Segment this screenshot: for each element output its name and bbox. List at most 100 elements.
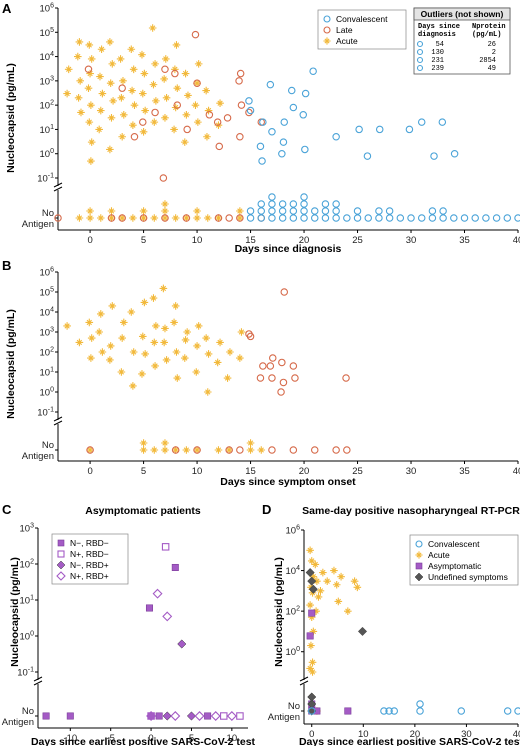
data-point: [118, 84, 126, 92]
data-point: [417, 118, 426, 126]
x-tick-label: 10: [192, 235, 203, 246]
data-point: [117, 94, 126, 102]
data-point: [76, 77, 84, 85]
legend-box: [409, 534, 519, 586]
no-antigen-point: [75, 214, 84, 222]
no-antigen-point: [353, 207, 362, 215]
no-antigen-point: [246, 439, 255, 447]
panel-letter: A: [2, 1, 12, 16]
data-point: [307, 576, 317, 586]
data-point: [87, 101, 95, 109]
no-antigen-point: [439, 214, 447, 222]
no-antigen-point: [289, 214, 298, 222]
no-antigen-point: [161, 214, 169, 222]
panel-letter: B: [2, 258, 11, 273]
y-tick-label: 101: [40, 367, 55, 379]
no-antigen-label: Antigen: [22, 219, 54, 230]
no-antigen-point: [220, 712, 228, 720]
x-tick-label: 40: [513, 729, 520, 740]
no-antigen-point: [214, 214, 223, 222]
legend-label: N−, RBD+: [70, 560, 109, 570]
no-antigen-point: [182, 214, 191, 222]
no-antigen-point: [236, 214, 244, 222]
data-point: [87, 138, 96, 146]
no-antigen-point: [268, 200, 276, 208]
data-point: [181, 69, 190, 78]
data-point: [314, 593, 323, 601]
no-antigen-point: [139, 439, 148, 447]
data-point: [237, 101, 246, 109]
legend-box: [317, 9, 407, 50]
no-antigen-point: [171, 446, 180, 454]
y-tick-label: 103: [20, 523, 35, 535]
outliers-header: [413, 7, 511, 21]
data-point: [193, 79, 201, 88]
data-point: [277, 388, 285, 396]
data-point: [87, 157, 95, 165]
data-point: [245, 108, 253, 117]
outliers-col-header: Nprotein: [472, 23, 506, 31]
x-tick-label: 5: [189, 733, 194, 744]
outliers-day: 130: [431, 49, 444, 57]
y-tick-label: 106: [286, 525, 301, 537]
data-point: [183, 125, 191, 134]
no-antigen-point: [171, 446, 180, 454]
no-antigen-point: [118, 214, 126, 222]
data-point: [309, 67, 317, 75]
no-antigen-point: [147, 712, 155, 720]
data-point: [98, 89, 107, 98]
outliers-title: Outliers (not shown): [421, 9, 504, 19]
no-antigen-point: [268, 214, 276, 222]
axis-break: [53, 416, 63, 422]
data-point: [342, 374, 350, 382]
x-tick-label: 20: [410, 729, 421, 740]
data-point: [309, 627, 318, 636]
data-point: [160, 338, 168, 347]
y-tick-label: 100: [40, 387, 55, 399]
legend-marker: [323, 37, 331, 45]
x-tick-label: 10: [227, 733, 238, 744]
no-antigen-point: [343, 214, 351, 222]
data-point: [245, 97, 253, 105]
no-antigen-point: [42, 712, 50, 720]
no-antigen-point: [289, 200, 298, 208]
data-point: [203, 132, 211, 141]
data-point: [87, 354, 95, 362]
data-point: [170, 125, 178, 134]
x-tick-label: 10: [358, 729, 369, 740]
no-antigen-point: [450, 214, 458, 222]
data-point: [140, 69, 149, 78]
no-antigen-point: [246, 207, 255, 215]
y-axis-label: Nucleocapsid (pg/mL): [5, 63, 17, 173]
data-point: [172, 41, 181, 49]
data-point: [162, 94, 171, 102]
no-antigen-label: No: [288, 701, 300, 712]
legend-label: N+, RBD−: [70, 549, 109, 559]
legend-label: N−, RBD−: [70, 538, 109, 548]
no-antigen-point: [236, 446, 244, 454]
data-point: [280, 288, 289, 296]
data-point: [119, 111, 128, 119]
data-point: [162, 356, 171, 364]
data-point: [279, 138, 288, 146]
no-antigen-point: [139, 214, 148, 222]
no-antigen-label: No: [42, 440, 54, 451]
data-point: [84, 84, 93, 92]
no-antigen-point: [161, 207, 169, 215]
data-point: [181, 336, 190, 344]
data-point: [109, 97, 117, 105]
x-tick-label: 25: [352, 466, 363, 477]
no-antigen-point: [364, 214, 372, 222]
legend-marker: [57, 539, 65, 547]
data-point: [235, 77, 243, 85]
data-point: [86, 69, 94, 78]
data-point: [138, 89, 147, 98]
data-point: [108, 302, 117, 310]
data-point: [269, 354, 277, 362]
data-point: [106, 342, 115, 350]
data-point: [193, 79, 201, 87]
data-point: [216, 338, 224, 347]
data-point: [268, 128, 276, 136]
y-tick-label: 101: [40, 124, 55, 136]
